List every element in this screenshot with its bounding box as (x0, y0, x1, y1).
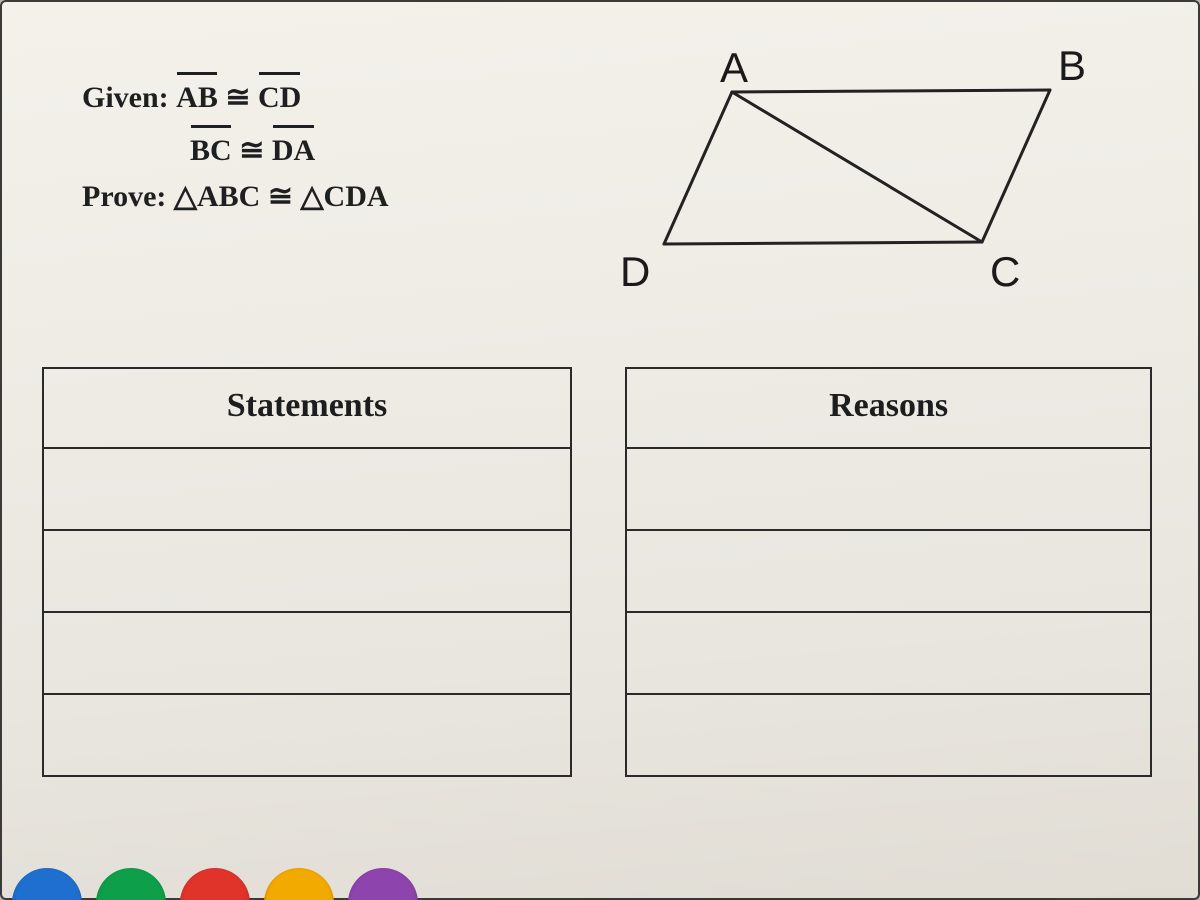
edge-AC (732, 92, 982, 242)
dock-icon[interactable] (348, 868, 418, 900)
dock-icon[interactable] (96, 868, 166, 900)
problem-statement: Given: AB ≅ CD BC ≅ DA Prove: △ABC ≅ △CD… (82, 72, 542, 224)
edge-BC (982, 90, 1050, 242)
triangle-ABC: △ABC (174, 180, 260, 213)
given-line-2: BC ≅ DA (190, 125, 542, 172)
prove-line: Prove: △ABC ≅ △CDA (82, 177, 542, 218)
prove-label: Prove: (82, 180, 166, 213)
geometry-diagram: A B C D (612, 42, 1132, 302)
reason-cell[interactable] (626, 694, 1151, 776)
gap-cell (571, 448, 626, 530)
diagram-edges (664, 90, 1050, 244)
congruent-symbol: ≅ (225, 81, 250, 114)
congruent-symbol: ≅ (268, 180, 293, 213)
given-line-1: Given: AB ≅ CD (82, 72, 542, 119)
given-label: Given: (82, 81, 169, 114)
reason-cell[interactable] (626, 612, 1151, 694)
table-row (43, 448, 1151, 530)
proof-table: Statements Reasons (42, 367, 1152, 777)
vertex-label-D: D (620, 248, 650, 296)
statement-cell[interactable] (43, 612, 571, 694)
triangle-CDA: △CDA (300, 180, 388, 213)
congruent-symbol: ≅ (239, 134, 264, 167)
proof-table-body (43, 448, 1151, 776)
gap-cell (571, 530, 626, 612)
statement-cell[interactable] (43, 694, 571, 776)
gap-cell (571, 612, 626, 694)
statement-cell[interactable] (43, 530, 571, 612)
proof-table-header-row: Statements Reasons (43, 368, 1151, 448)
proof-table-head: Statements Reasons (43, 368, 1151, 448)
reason-cell[interactable] (626, 530, 1151, 612)
table-row (43, 694, 1151, 776)
worksheet-screen: Given: AB ≅ CD BC ≅ DA Prove: △ABC ≅ △CD… (0, 0, 1200, 900)
col-gap (571, 368, 626, 448)
segment-AB: AB (176, 72, 218, 119)
vertex-label-C: C (990, 248, 1020, 296)
vertex-label-B: B (1058, 42, 1086, 90)
segment-DA: DA (272, 125, 315, 172)
table-row (43, 612, 1151, 694)
diagram-svg (612, 42, 1132, 302)
reason-cell[interactable] (626, 448, 1151, 530)
edge-AB (732, 90, 1050, 92)
vertex-label-A: A (720, 44, 748, 92)
dock-icons-partial (2, 856, 1200, 900)
col-header-statements: Statements (43, 368, 571, 448)
gap-cell (571, 694, 626, 776)
col-header-reasons: Reasons (626, 368, 1151, 448)
dock-icon[interactable] (12, 868, 82, 900)
table-row (43, 530, 1151, 612)
edge-CD (664, 242, 982, 244)
segment-CD: CD (258, 72, 301, 119)
dock-icon[interactable] (264, 868, 334, 900)
dock-icon[interactable] (180, 868, 250, 900)
segment-BC: BC (190, 125, 232, 172)
edge-DA (664, 92, 732, 244)
statement-cell[interactable] (43, 448, 571, 530)
